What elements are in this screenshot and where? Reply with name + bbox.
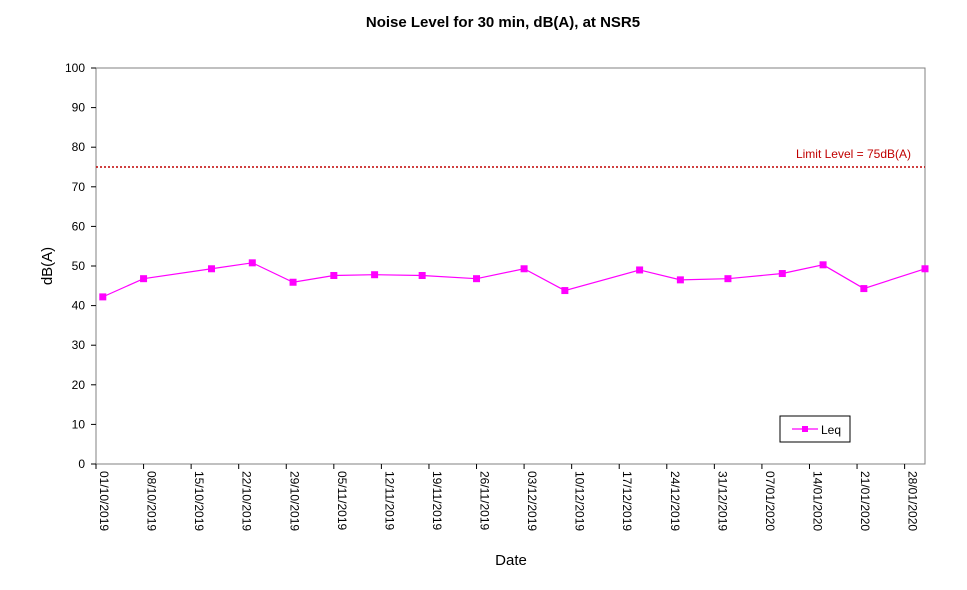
x-tick-label: 22/10/2019 <box>240 471 254 531</box>
series-layer <box>99 259 929 301</box>
x-axis: 01/10/2019 08/10/2019 15/10/2019 22/10/2019… <box>95 464 920 531</box>
x-tick-label: 31/12/2019 <box>715 471 729 531</box>
data-point <box>676 276 684 284</box>
y-tick-label: 70 <box>72 180 86 194</box>
reference-lines: Limit Level = 75dB(A) <box>96 147 925 168</box>
data-point <box>860 285 868 293</box>
x-tick-label: 01/10/2019 <box>97 471 111 531</box>
x-tick-label: 03/12/2019 <box>525 471 539 531</box>
data-point <box>819 261 827 269</box>
x-tick-label: 17/12/2019 <box>620 471 634 531</box>
data-point <box>208 265 216 273</box>
data-point <box>371 271 379 279</box>
x-tick-label: 15/10/2019 <box>192 471 206 531</box>
x-tick-label: 08/10/2019 <box>145 471 159 531</box>
x-tick-label: 10/12/2019 <box>573 471 587 531</box>
y-tick-label: 40 <box>72 299 86 313</box>
y-tick-label: 10 <box>72 417 86 431</box>
legend-label-leq: Leq <box>821 423 841 437</box>
data-point <box>561 287 569 295</box>
x-tick-label: 21/01/2020 <box>858 471 872 531</box>
y-tick-label: 20 <box>72 378 86 392</box>
x-tick-label: 29/10/2019 <box>287 471 301 531</box>
plot-area <box>95 67 926 465</box>
data-point <box>99 293 107 301</box>
x-tick-label: 28/01/2020 <box>906 471 920 531</box>
y-tick-label: 0 <box>78 457 85 471</box>
data-point <box>921 265 929 273</box>
data-point <box>248 259 256 267</box>
data-point <box>778 270 786 278</box>
y-axis-title: dB(A) <box>39 247 56 285</box>
limit-label: Limit Level = 75dB(A) <box>796 147 911 161</box>
x-tick-label: 14/01/2020 <box>810 471 824 531</box>
x-axis-title: Date <box>495 552 527 569</box>
x-tick-label: 24/12/2019 <box>668 471 682 531</box>
data-point <box>140 275 148 283</box>
x-tick-label: 26/11/2019 <box>478 471 492 530</box>
data-point <box>330 272 338 280</box>
data-point <box>520 265 528 273</box>
data-point <box>473 275 481 283</box>
y-tick-label: 30 <box>72 338 86 352</box>
series-line-leq <box>102 262 926 298</box>
x-tick-label: 12/11/2019 <box>382 471 396 530</box>
x-tick-label: 19/11/2019 <box>430 471 444 530</box>
x-tick-label: 05/11/2019 <box>335 471 349 530</box>
y-axis: 0 10 20 30 40 50 60 70 80 90 100 <box>65 61 96 471</box>
legend-marker <box>802 426 808 432</box>
y-tick-label: 100 <box>65 61 85 75</box>
y-tick-label: 60 <box>72 219 86 233</box>
data-point <box>289 278 297 286</box>
chart-title: Noise Level for 30 min, dB(A), at NSR5 <box>366 14 640 31</box>
data-point <box>724 275 732 283</box>
data-point <box>636 266 644 274</box>
x-tick-label: 07/01/2020 <box>763 471 777 531</box>
y-tick-label: 50 <box>72 259 86 273</box>
y-tick-label: 90 <box>72 101 86 115</box>
legend: Leq <box>779 415 851 443</box>
y-tick-label: 80 <box>72 140 86 154</box>
data-point <box>418 272 426 280</box>
